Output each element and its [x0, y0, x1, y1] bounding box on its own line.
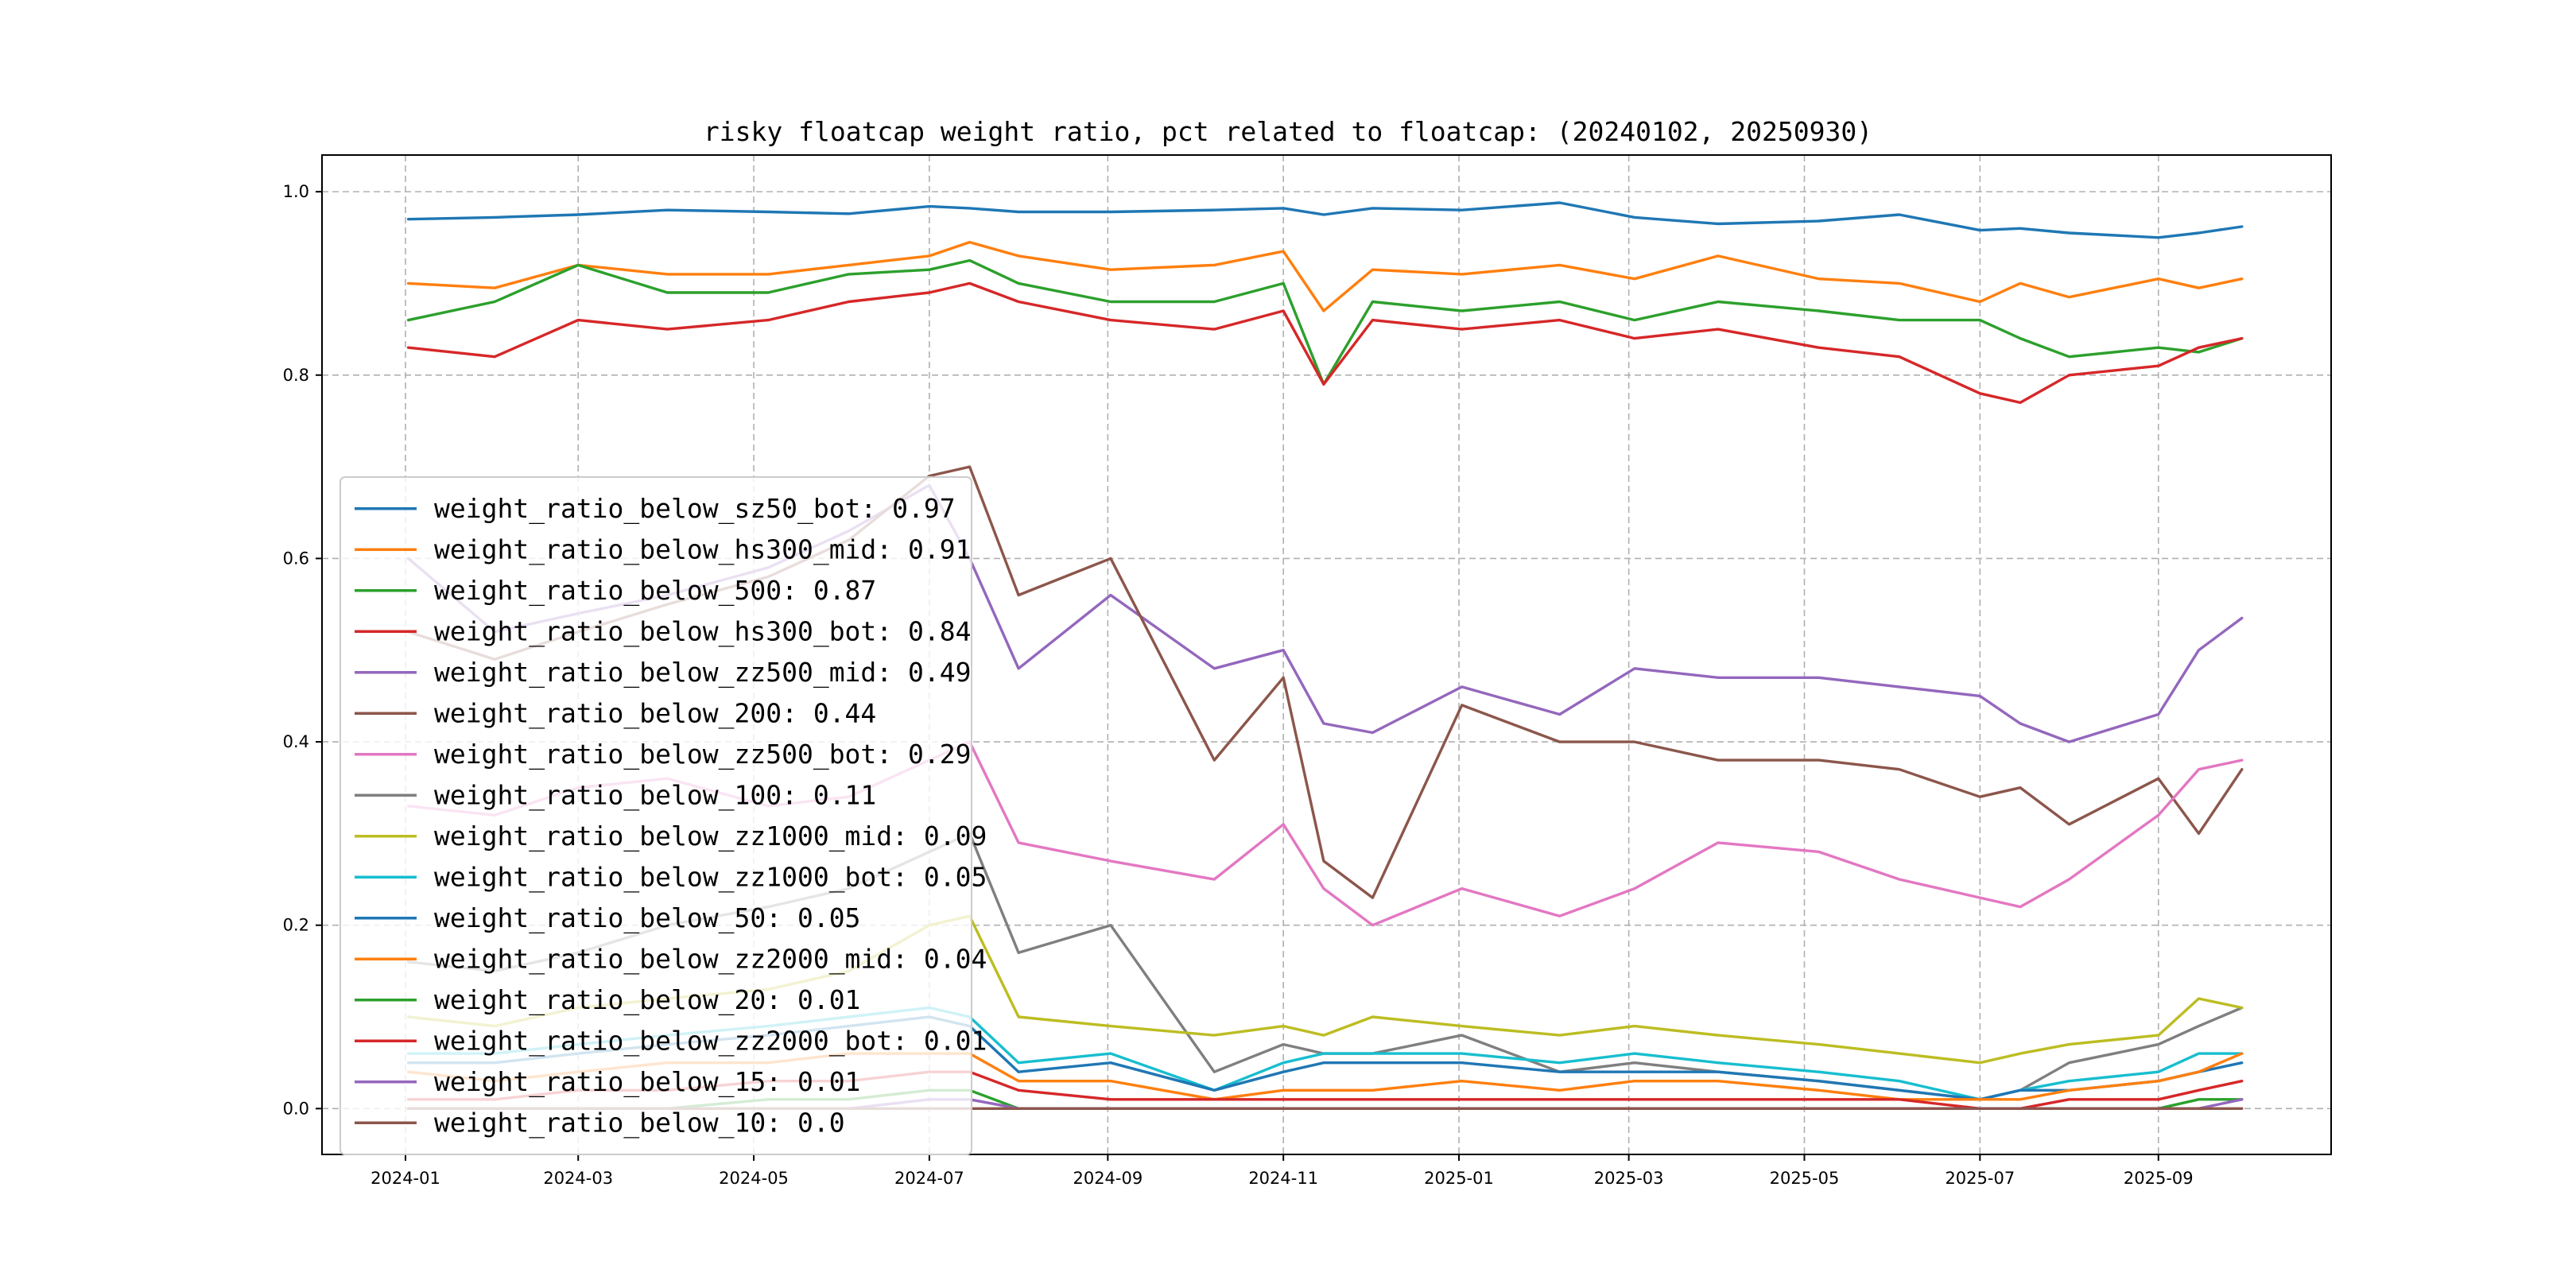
chart-title: risky floatcap weight ratio, pct related… [704, 116, 1872, 147]
legend-entry-label: weight_ratio_below_zz500_mid: 0.49 [434, 657, 972, 689]
legend-entry-label: weight_ratio_below_200: 0.44 [434, 697, 876, 729]
legend-entry-label: weight_ratio_below_15: 0.01 [434, 1066, 860, 1098]
series-line-weight-ratio-below-sz50-bot [406, 201, 2244, 239]
x-tick-label: 2025-05 [1770, 1169, 1840, 1188]
x-tick-label: 2025-01 [1424, 1169, 1494, 1188]
legend-box [339, 476, 972, 1155]
legend-entry-label: weight_ratio_below_100: 0.11 [434, 779, 876, 811]
x-tick-label: 2024-07 [894, 1169, 964, 1188]
legend-entry-label: weight_ratio_below_50: 0.05 [434, 902, 860, 934]
legend-entry-label: weight_ratio_below_zz1000_bot: 0.05 [434, 861, 987, 893]
legend-entry-label: weight_ratio_below_zz1000_mid: 0.09 [434, 821, 987, 852]
axis-ticks: 2024-01 2024-03 2024-05 2024-07 2024-09 2024-… [283, 182, 2194, 1188]
legend: weight_ratio_below_sz50_bot: 0.97 weight_… [339, 476, 987, 1155]
x-tick-label: 2024-11 [1248, 1169, 1318, 1188]
y-tick-label: 0.2 [283, 916, 309, 935]
x-tick-label: 2025-03 [1594, 1169, 1664, 1188]
y-tick-label: 0.8 [283, 366, 309, 385]
legend-entry-label: weight_ratio_below_10: 0.0 [434, 1107, 845, 1139]
y-tick-label: 0.4 [283, 732, 309, 751]
y-tick-label: 0.0 [283, 1099, 309, 1118]
legend-entry-label: weight_ratio_below_zz2000_mid: 0.04 [434, 943, 987, 975]
legend-entry-label: weight_ratio_below_sz50_bot: 0.97 [434, 493, 956, 525]
legend-entry-label: weight_ratio_below_hs300_bot: 0.84 [434, 615, 972, 647]
y-tick-label: 0.6 [283, 549, 309, 568]
series-line-weight-ratio-below-hs300-bot [406, 281, 2244, 405]
legend-entry-label: weight_ratio_below_20: 0.01 [434, 984, 860, 1016]
x-tick-label: 2024-01 [370, 1169, 440, 1188]
legend-entry-label: weight_ratio_below_hs300_mid: 0.91 [434, 533, 972, 565]
x-tick-label: 2024-09 [1073, 1169, 1143, 1188]
axes-frame [321, 154, 2332, 1155]
legend-entry-label: weight_ratio_below_zz2000_bot: 0.01 [434, 1025, 987, 1057]
y-tick-label: 1.0 [283, 182, 309, 201]
legend-entry-label: weight_ratio_below_zz500_bot: 0.29 [434, 739, 972, 770]
x-tick-label: 2025-09 [2124, 1169, 2194, 1188]
x-tick-label: 2025-07 [1945, 1169, 2015, 1188]
series-line-weight-ratio-below-hs300-mid [406, 240, 2244, 312]
x-tick-label: 2024-05 [719, 1169, 789, 1188]
x-tick-label: 2024-03 [543, 1169, 613, 1188]
legend-entry-label: weight_ratio_below_500: 0.87 [434, 575, 876, 607]
series-line-weight-ratio-below-500 [406, 258, 2244, 386]
